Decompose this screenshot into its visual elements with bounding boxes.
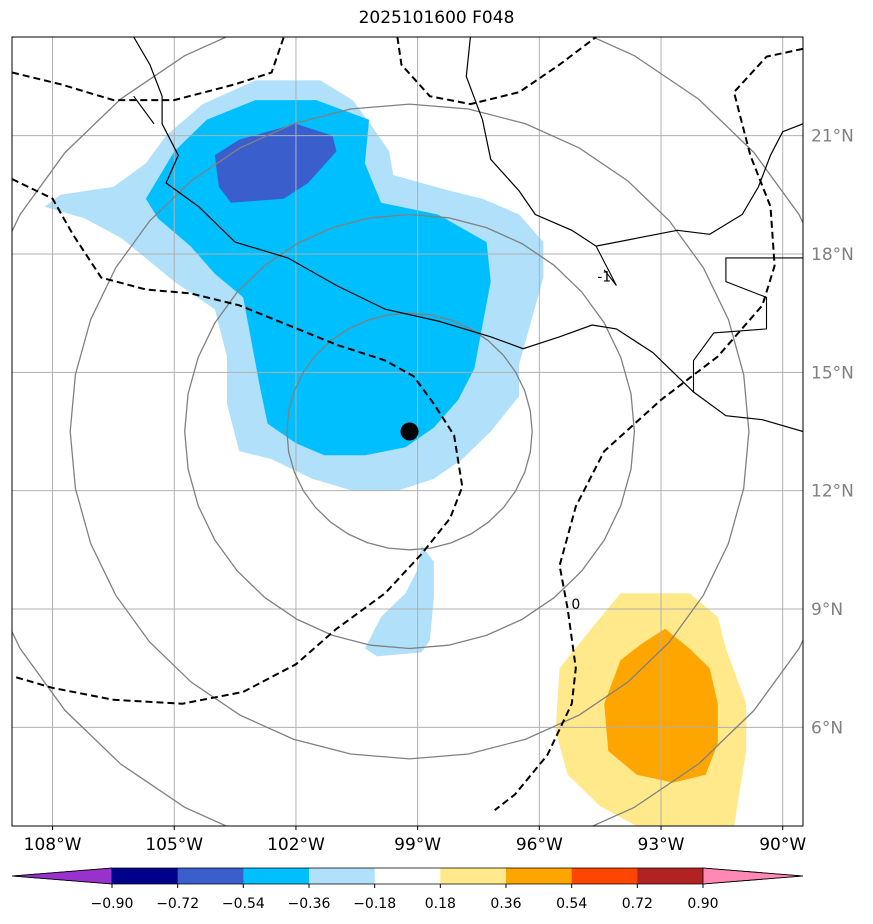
x-tick-label-6: 90°W bbox=[759, 835, 806, 855]
y-tick-label-3: 15°N bbox=[811, 363, 854, 383]
x-tick-label-2: 102°W bbox=[267, 835, 325, 855]
colorbar-label-8: 0.72 bbox=[622, 896, 653, 912]
shaded-region-3 bbox=[364, 545, 434, 657]
contour-label-1: 0 bbox=[571, 597, 580, 613]
chart-title: 2025101600 F048 bbox=[358, 8, 515, 28]
colorbar-swatch-4 bbox=[374, 868, 441, 884]
x-tick-label-5: 93°W bbox=[638, 835, 685, 855]
shaded-region-2 bbox=[214, 123, 337, 203]
dashed-contour-2 bbox=[396, 37, 597, 106]
colorbar-swatch-0 bbox=[112, 868, 179, 884]
map-plot-area: -1 0 bbox=[12, 37, 803, 826]
colorbar-label-0: −0.90 bbox=[91, 896, 134, 912]
x-tick-label-3: 99°W bbox=[394, 835, 441, 855]
dashed-contours bbox=[12, 37, 803, 811]
colorbar-label-9: 0.90 bbox=[687, 896, 718, 912]
plot-frame bbox=[11, 36, 804, 827]
x-tick-label-1: 105°W bbox=[145, 835, 203, 855]
dashed-contour-1 bbox=[12, 178, 464, 705]
colorbar-label-4: −0.18 bbox=[353, 896, 396, 912]
coastlines bbox=[133, 37, 803, 433]
colorbar-swatch-1 bbox=[177, 868, 244, 884]
range-ring-2 bbox=[69, 103, 750, 760]
colorbar-swatch-7 bbox=[571, 868, 638, 884]
colorbar-label-1: −0.72 bbox=[156, 896, 199, 912]
colorbar-swatch-6 bbox=[506, 868, 573, 884]
range-ring-0 bbox=[286, 312, 533, 551]
y-tick-label-5: 21°N bbox=[811, 127, 854, 147]
colorbar-label-3: −0.36 bbox=[288, 896, 331, 912]
colorbar-extend-low bbox=[11, 867, 113, 885]
shaded-field bbox=[44, 80, 747, 826]
colorbar: −0.90 −0.72 −0.54 −0.36 −0.18 0.18 0.36 0.54 0.7… bbox=[11, 867, 804, 912]
x-axis-ticks: 108°W 105°W 102°W 99°W 96°W 93°W 90°W bbox=[24, 826, 806, 855]
contour-label-0: -1 bbox=[597, 270, 611, 286]
dashed-contour-0 bbox=[12, 37, 285, 102]
x-tick-label-0: 108°W bbox=[24, 835, 82, 855]
border-1 bbox=[595, 245, 617, 286]
colorbar-extend-high bbox=[702, 867, 804, 885]
range-rings bbox=[12, 37, 803, 826]
range-ring-3 bbox=[12, 37, 803, 826]
colorbar-swatch-5 bbox=[440, 868, 507, 884]
y-tick-label-0: 6°N bbox=[811, 718, 843, 738]
colorbar-label-5: 0.18 bbox=[425, 896, 456, 912]
x-tick-label-4: 96°W bbox=[516, 835, 563, 855]
dashed-contour-3 bbox=[494, 47, 803, 811]
coastline-1 bbox=[465, 37, 803, 247]
colorbar-swatch-2 bbox=[243, 868, 310, 884]
y-tick-label-1: 9°N bbox=[811, 600, 843, 620]
range-ring-1 bbox=[184, 213, 636, 650]
coastline-2 bbox=[133, 95, 155, 125]
storm-center-marker bbox=[400, 422, 419, 441]
colorbar-label-6: 0.36 bbox=[490, 896, 521, 912]
y-tick-label-4: 18°N bbox=[811, 245, 854, 265]
colorbar-label-2: −0.54 bbox=[222, 896, 265, 912]
border-0 bbox=[692, 257, 803, 392]
y-axis-ticks: 6°N 9°N 12°N 15°N 18°N 21°N bbox=[811, 127, 854, 739]
colorbar-swatch-8 bbox=[637, 868, 704, 884]
coastline-0 bbox=[133, 37, 803, 433]
y-tick-label-2: 12°N bbox=[811, 482, 854, 502]
colorbar-label-7: 0.54 bbox=[556, 896, 587, 912]
storm-marks: -1 0 bbox=[400, 270, 611, 613]
colorbar-swatch-3 bbox=[309, 868, 376, 884]
